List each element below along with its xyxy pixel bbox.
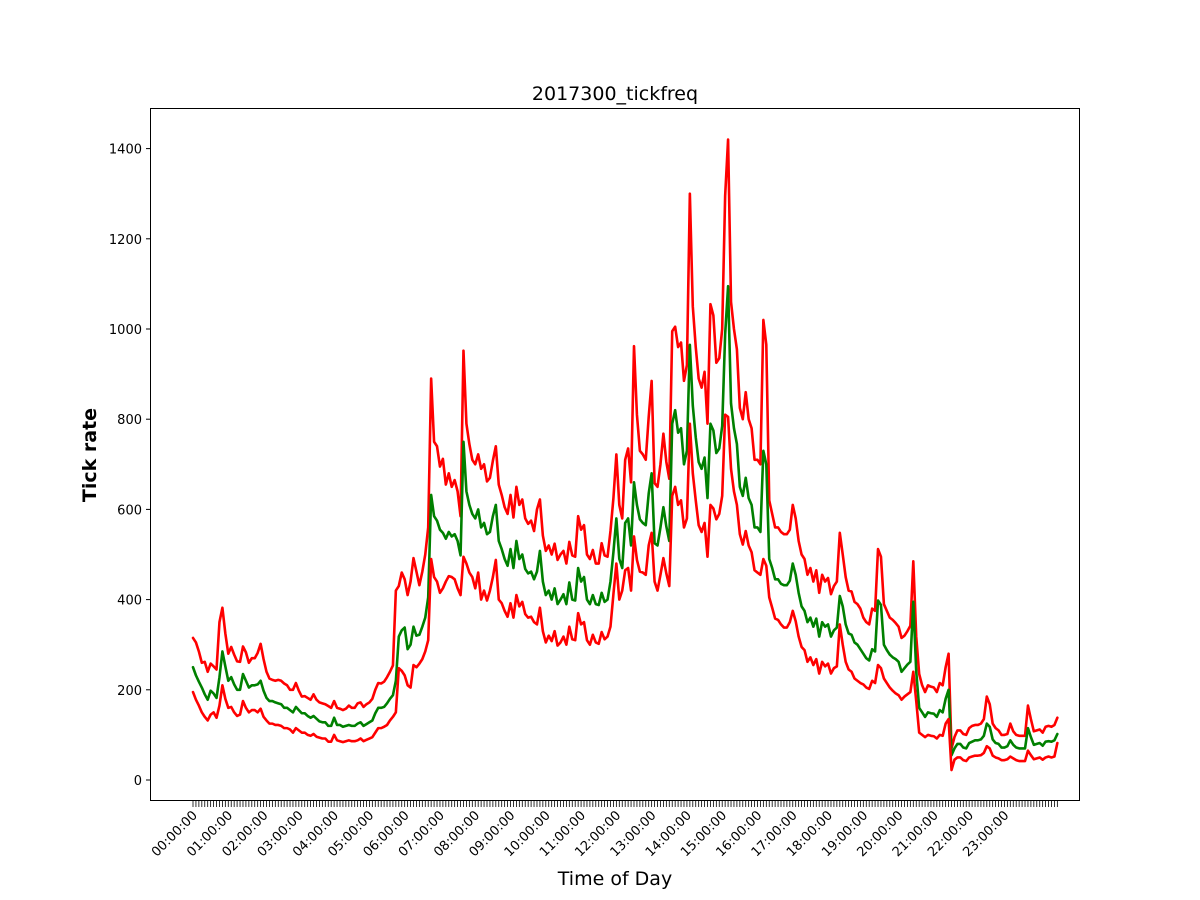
y-axis: 0 200 400 600 800 1000 1200 1400	[109, 143, 151, 789]
y-tick-label: 1400	[109, 143, 142, 158]
y-tick-label: 1000	[109, 323, 142, 338]
x-axis-label: Time of Day	[557, 868, 672, 890]
y-axis-label: Tick rate	[79, 408, 101, 502]
y-tick-label: 200	[117, 684, 142, 699]
series-line-upper	[191, 138, 1059, 750]
y-tick-label: 400	[117, 594, 142, 609]
y-tick-label: 800	[117, 413, 142, 428]
y-tick-label: 0	[134, 774, 142, 789]
series-line-mean	[191, 284, 1059, 757]
chart-title: 2017300_tickfreq	[532, 83, 698, 105]
y-tick-label: 1200	[109, 233, 142, 248]
plot-area-frame	[150, 108, 1080, 801]
series-layer	[191, 138, 1059, 772]
y-tick-label: 600	[117, 503, 142, 518]
series-line-lower	[191, 413, 1059, 772]
